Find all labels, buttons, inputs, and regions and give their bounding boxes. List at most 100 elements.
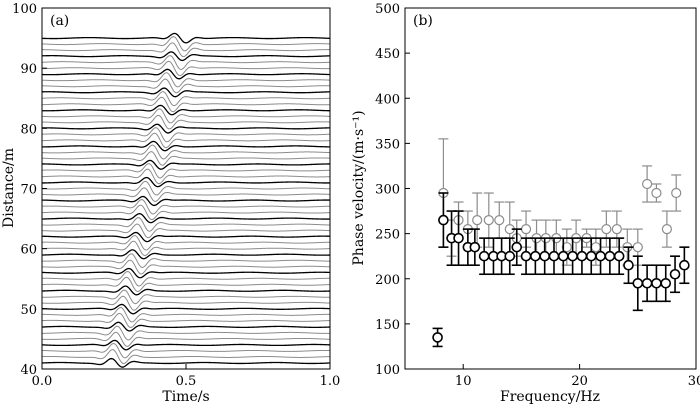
trace <box>42 289 330 305</box>
panel-a-y-tick-label: 50 <box>20 303 37 318</box>
panel-b-y-axis-label: Phase velocity/(m·s⁻¹) <box>351 110 367 265</box>
data-point <box>660 277 672 289</box>
trace <box>41 223 331 239</box>
trace <box>41 187 331 202</box>
data-point <box>632 277 644 289</box>
trace-bold <box>41 231 331 243</box>
trace <box>41 132 331 149</box>
data-point <box>530 250 541 262</box>
panel-a-y-tick-label: 100 <box>12 2 37 17</box>
trace-bold <box>41 303 331 315</box>
trace <box>41 151 331 166</box>
trace <box>41 108 331 124</box>
data-point <box>520 250 532 262</box>
trace <box>41 180 331 196</box>
data-point <box>642 178 653 190</box>
trace <box>41 60 331 77</box>
trace-bold <box>41 87 331 98</box>
trace <box>41 114 331 130</box>
data-point <box>632 242 643 253</box>
trace-bold <box>41 267 331 279</box>
panel-b-y-tick-label: 400 <box>375 92 400 107</box>
trace <box>41 36 331 52</box>
trace-bold <box>41 357 331 368</box>
data-point <box>548 250 560 262</box>
trace <box>41 312 331 329</box>
trace-bold <box>41 249 331 260</box>
trace-bold <box>41 32 331 44</box>
trace <box>41 259 331 275</box>
panel-a-label: (a) <box>50 13 69 29</box>
data-point <box>438 214 449 226</box>
data-point <box>504 250 516 262</box>
trace <box>41 295 331 311</box>
trace-bold <box>41 51 331 62</box>
trace-bold <box>41 195 331 207</box>
trace <box>41 127 331 143</box>
panel-a-x-tick-label: 0.5 <box>176 374 197 389</box>
data-point <box>595 250 606 262</box>
data-point <box>469 241 481 253</box>
data-point <box>478 250 490 262</box>
trace <box>41 168 331 185</box>
panel-b-x-tick-label: 20 <box>571 374 588 389</box>
data-point <box>494 214 505 226</box>
panel-a-seismic-traces: 0.0 0.5 1.0 40 50 60 70 80 90 100 (a) Time/s Dis… <box>1 2 340 405</box>
panel-a-y-ticks: 40 50 60 70 80 90 100 <box>12 2 47 378</box>
trace-bold <box>42 140 331 152</box>
data-point <box>472 214 483 226</box>
trace <box>41 199 331 215</box>
trace <box>41 91 331 107</box>
panel-b-x-ticks: 10 20 30 <box>455 364 700 389</box>
panel-a-x-tick-label: 0.0 <box>32 374 53 389</box>
trace-bold <box>41 321 331 332</box>
trace-bold <box>41 213 331 224</box>
data-point <box>671 187 682 199</box>
trace <box>41 144 331 160</box>
panel-a-x-ticks: 0.0 0.5 1.0 <box>32 364 341 389</box>
trace-bold <box>41 176 330 188</box>
data-point <box>585 250 597 262</box>
panel-b-label: (b) <box>413 13 433 29</box>
panel-b-y-tick-label: 250 <box>375 228 400 243</box>
trace <box>41 96 331 113</box>
data-point <box>651 187 662 199</box>
trace-bold <box>41 104 331 116</box>
data-point <box>623 259 634 271</box>
data-point <box>590 242 601 253</box>
panel-b-y-tick-label: 500 <box>375 2 400 17</box>
panel-a-x-axis-label: Time/s <box>162 389 209 405</box>
data-point <box>604 250 616 262</box>
trace <box>41 204 331 221</box>
panel-b-x-tick-label: 30 <box>688 374 700 389</box>
data-point <box>483 214 494 226</box>
trace <box>41 331 331 347</box>
trace-bold <box>41 68 331 80</box>
data-point <box>651 277 662 289</box>
panel-b-y-tick-label: 300 <box>375 183 400 198</box>
trace <box>41 78 331 94</box>
data-point <box>558 250 569 262</box>
panel-b-y-ticks: 100 150 200 250 300 350 400 450 500 <box>375 2 410 378</box>
panel-b-x-tick-label: 10 <box>455 374 472 389</box>
data-point <box>611 224 622 235</box>
trace <box>42 270 331 287</box>
panel-a-y-axis-label: Distance/m <box>1 148 17 228</box>
data-point <box>561 242 572 253</box>
trace-bold <box>41 159 330 170</box>
data-point <box>567 250 578 262</box>
panel-b-y-tick-label: 350 <box>375 137 400 152</box>
data-point <box>679 259 690 271</box>
panel-a-x-tick-label: 1.0 <box>320 374 341 389</box>
panel-a-y-tick-label: 60 <box>20 243 37 258</box>
panel-b-phase-velocity: 10 20 30 100 150 200 250 300 350 400 450 500 (b) F… <box>351 2 700 405</box>
trace <box>41 306 330 323</box>
trace <box>41 42 330 58</box>
trace-bold <box>41 339 331 351</box>
data-point <box>576 250 588 262</box>
panel-a-y-tick-label: 70 <box>20 183 37 198</box>
trace <box>41 217 331 232</box>
panel-b-y-tick-label: 450 <box>375 47 400 62</box>
trace <box>41 342 331 359</box>
data-point <box>613 250 625 262</box>
